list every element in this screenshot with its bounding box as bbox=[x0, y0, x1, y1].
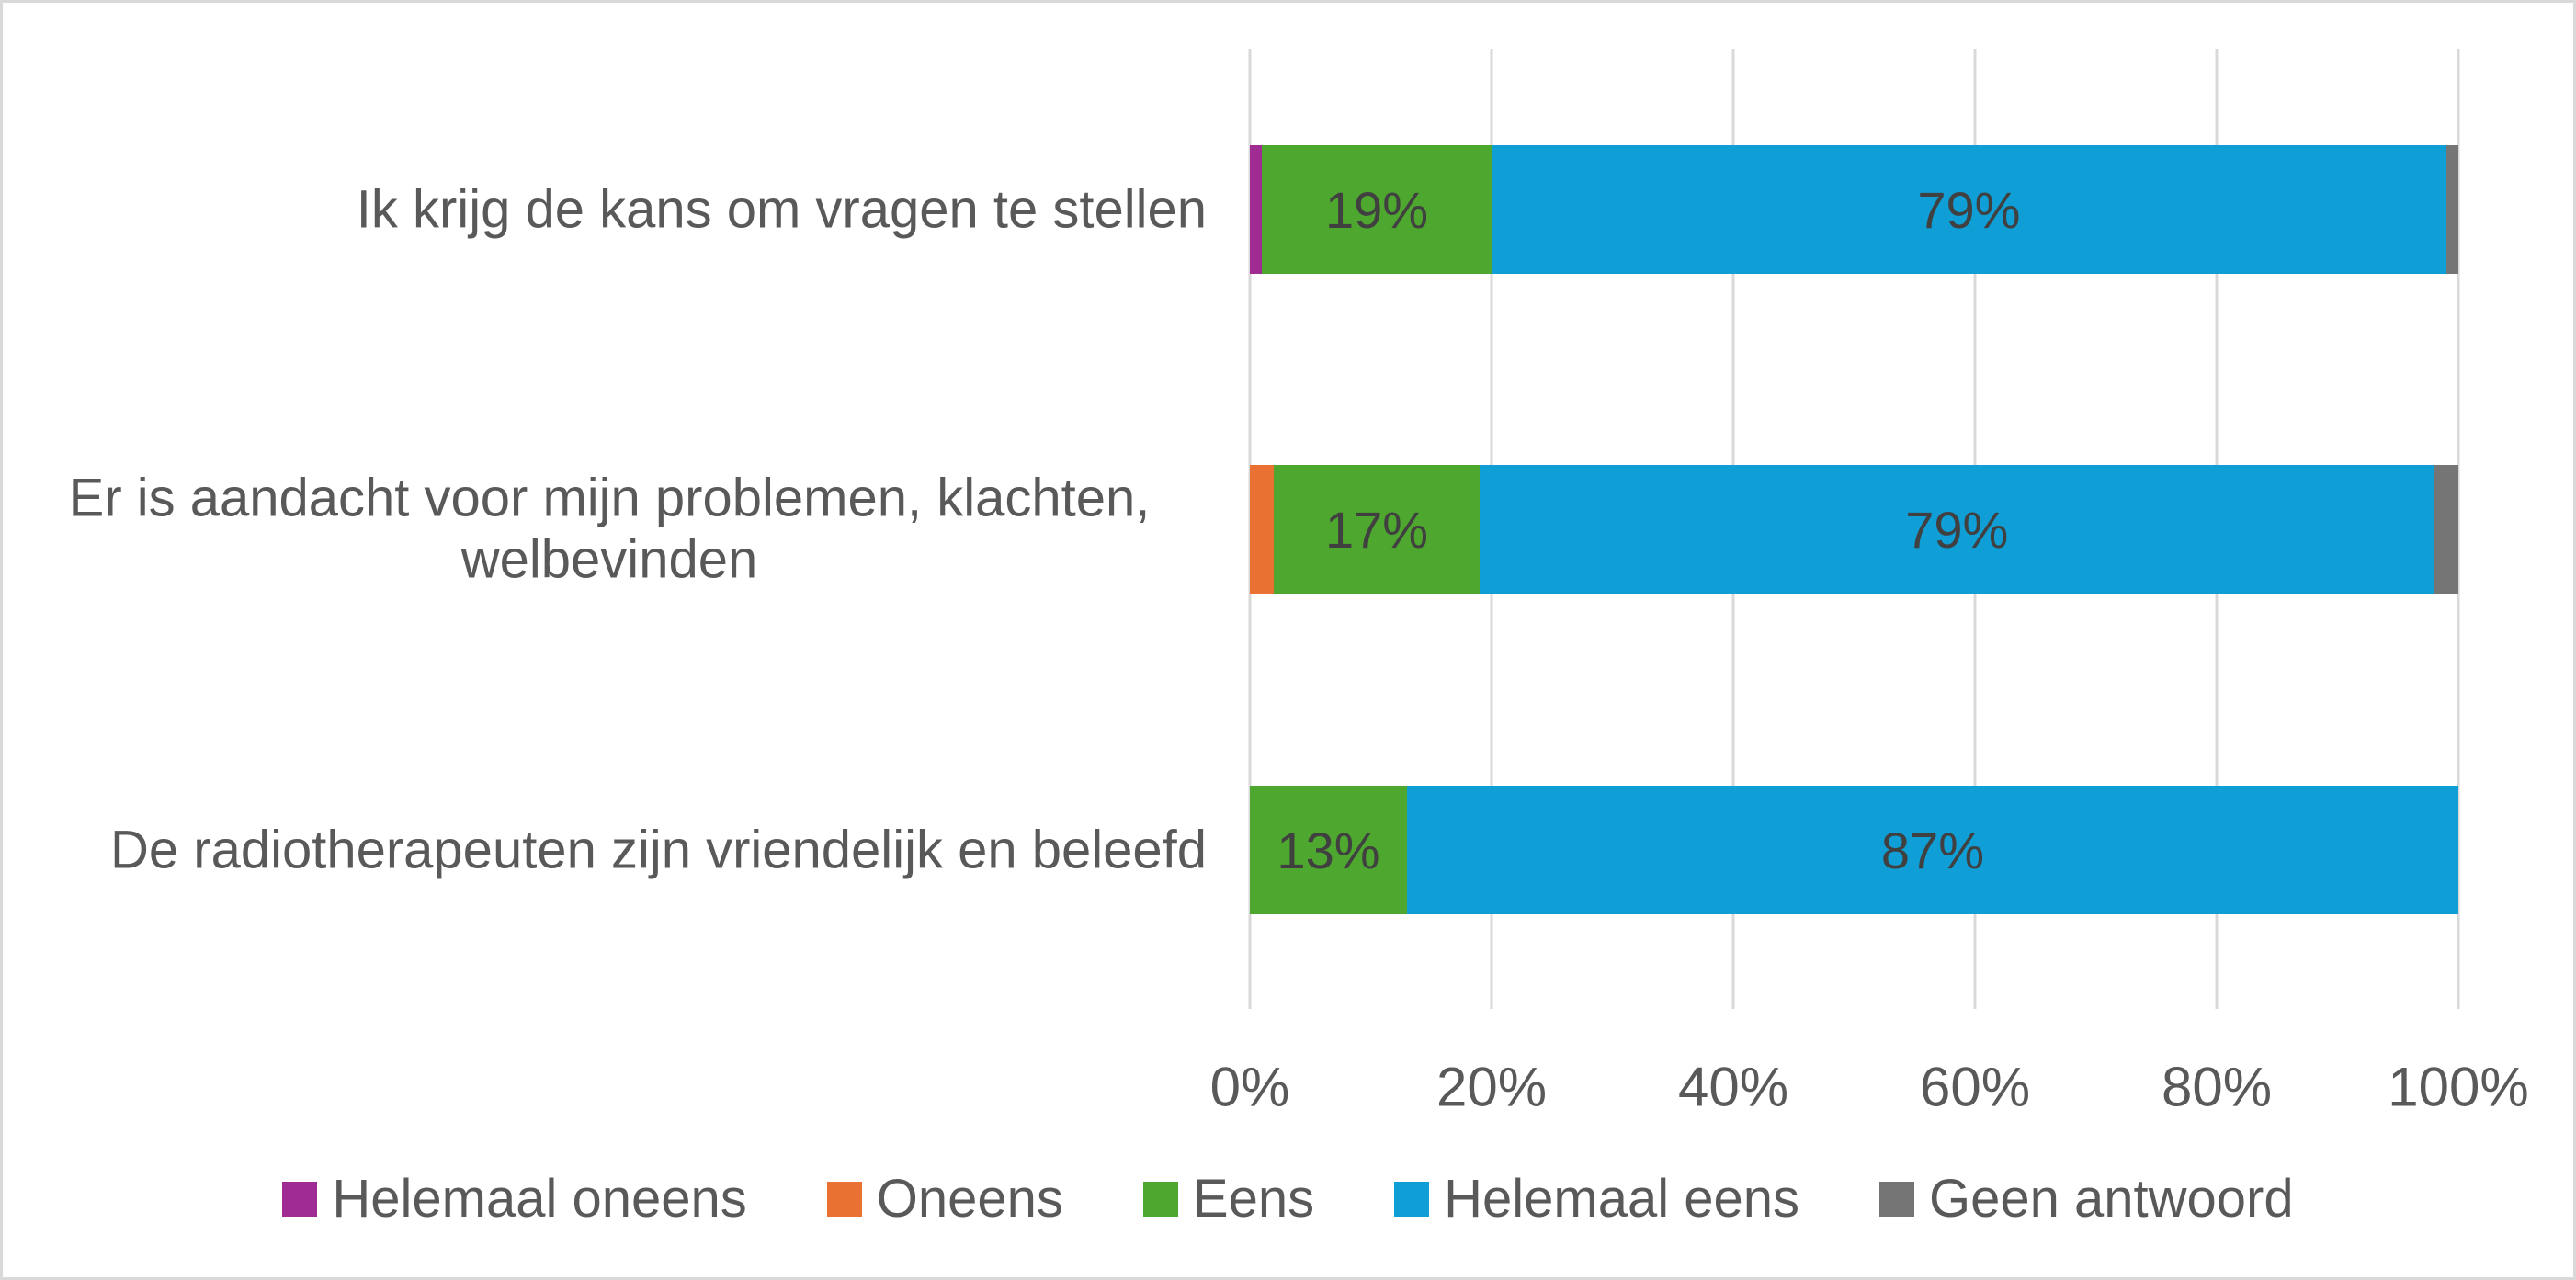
bar-segment-helemaal-oneens bbox=[1250, 145, 1263, 274]
legend-item-geen-antwoord: Geen antwoord bbox=[1879, 1168, 2294, 1229]
bar-row: 19% 79% bbox=[1250, 145, 2458, 274]
legend: Helemaal oneens Oneens Eens Helemaal eens Ge… bbox=[3, 1168, 2573, 1229]
legend-label: Geen antwoord bbox=[1929, 1169, 2294, 1229]
data-label: 13% bbox=[1277, 821, 1380, 879]
bar-row: 17% 79% bbox=[1250, 465, 2458, 594]
data-label: 19% bbox=[1325, 180, 1429, 239]
legend-swatch-icon bbox=[282, 1181, 318, 1217]
category-label: Ik krijg de kans om vragen te stellen bbox=[356, 179, 1207, 240]
legend-label: Eens bbox=[1192, 1169, 1315, 1229]
category-label: Er is aandacht voor mijn problemen, klac… bbox=[68, 468, 1151, 590]
bar-segment-eens: 17% bbox=[1274, 465, 1480, 594]
bar-segment-geen-antwoord bbox=[2434, 465, 2458, 594]
bar-segment-eens: 13% bbox=[1250, 786, 1407, 914]
x-axis-tick-label: 20% bbox=[1436, 1056, 1548, 1118]
data-label: 17% bbox=[1325, 500, 1429, 559]
legend-label: Helemaal oneens bbox=[332, 1169, 747, 1229]
legend-swatch-icon bbox=[1879, 1181, 1915, 1217]
x-axis-tick-label: 100% bbox=[2388, 1056, 2529, 1118]
category-label-wrap: Ik krijg de kans om vragen te stellen bbox=[12, 178, 1207, 240]
x-axis-tick-label: 60% bbox=[1919, 1056, 2031, 1118]
category-label: De radiotherapeuten zijn vriendelijk en … bbox=[110, 820, 1207, 880]
gridline bbox=[2457, 49, 2460, 1009]
data-label: 79% bbox=[1905, 500, 2009, 559]
category-label-wrap: De radiotherapeuten zijn vriendelijk en … bbox=[12, 819, 1207, 880]
bar-segment-geen-antwoord bbox=[2445, 145, 2458, 274]
legend-item-helemaal-eens: Helemaal eens bbox=[1394, 1168, 1799, 1229]
bar-row: 13% 87% bbox=[1250, 786, 2458, 914]
legend-item-helemaal-oneens: Helemaal oneens bbox=[282, 1168, 747, 1229]
x-axis-tick-label: 0% bbox=[1209, 1056, 1290, 1118]
bar-segment-helemaal-eens: 79% bbox=[1491, 145, 2446, 274]
bar-segment-oneens bbox=[1250, 465, 1275, 594]
legend-swatch-icon bbox=[1142, 1181, 1178, 1217]
bar-segment-helemaal-eens: 87% bbox=[1406, 786, 2458, 914]
bar-segment-helemaal-eens: 79% bbox=[1479, 465, 2434, 594]
legend-label: Oneens bbox=[876, 1169, 1063, 1229]
x-axis-tick-label: 40% bbox=[1677, 1056, 1789, 1118]
data-label: 87% bbox=[1880, 821, 1984, 879]
legend-item-eens: Eens bbox=[1142, 1168, 1315, 1229]
legend-item-oneens: Oneens bbox=[826, 1168, 1063, 1229]
legend-swatch-icon bbox=[1394, 1181, 1430, 1217]
legend-swatch-icon bbox=[826, 1181, 862, 1217]
x-axis-tick-label: 80% bbox=[2161, 1056, 2273, 1118]
category-label-wrap: Er is aandacht voor mijn problemen, klac… bbox=[12, 468, 1207, 592]
data-label: 79% bbox=[1917, 180, 2021, 239]
bar-segment-eens: 19% bbox=[1262, 145, 1492, 274]
legend-label: Helemaal eens bbox=[1444, 1169, 1800, 1229]
